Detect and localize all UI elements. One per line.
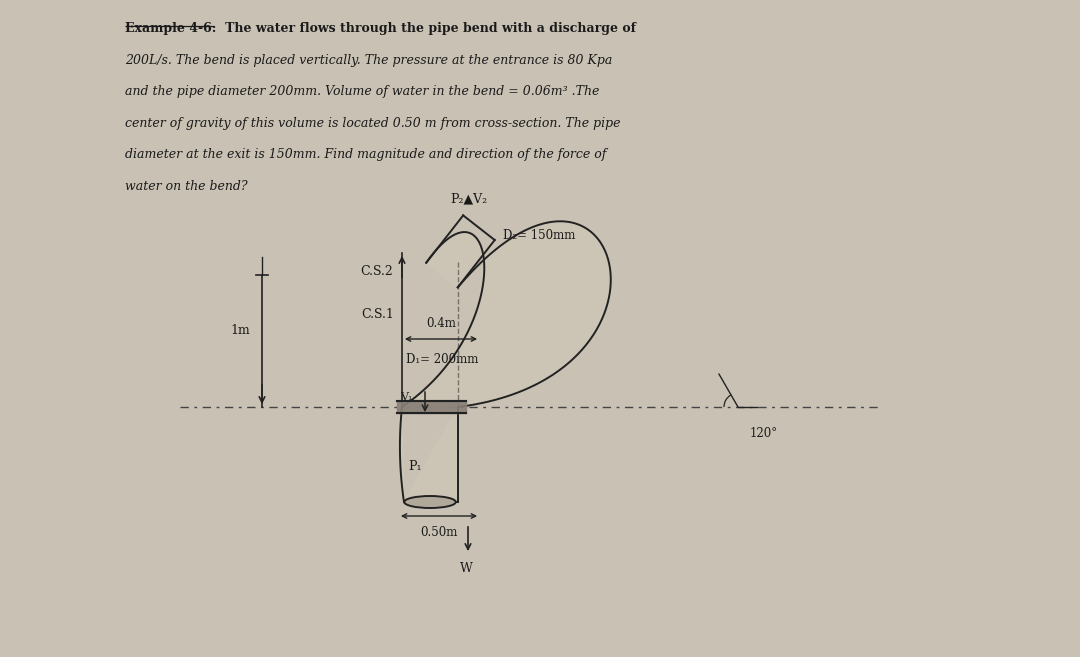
Text: W: W	[460, 562, 472, 575]
Text: 200L/s. The bend is placed vertically. The pressure at the entrance is 80 Kpa: 200L/s. The bend is placed vertically. T…	[125, 53, 612, 66]
Text: 0.50m: 0.50m	[420, 526, 458, 539]
Text: 120°: 120°	[750, 427, 778, 440]
Text: P₁: P₁	[408, 461, 421, 474]
Text: P₂▲V₂: P₂▲V₂	[450, 193, 487, 206]
Polygon shape	[400, 407, 458, 502]
Text: 0.4m: 0.4m	[427, 317, 456, 330]
Text: water on the bend?: water on the bend?	[125, 179, 247, 193]
Text: Example 4-6:  The water flows through the pipe bend with a discharge of: Example 4-6: The water flows through the…	[125, 22, 636, 35]
Text: 1m: 1m	[230, 325, 249, 338]
Text: center of gravity of this volume is located 0.50 m from cross-section. The pipe: center of gravity of this volume is loca…	[125, 116, 621, 129]
Text: C.S.1: C.S.1	[361, 309, 394, 321]
Ellipse shape	[404, 496, 456, 508]
Text: diameter at the exit is 150mm. Find magnitude and direction of the force of: diameter at the exit is 150mm. Find magn…	[125, 148, 606, 161]
Text: and the pipe diameter 200mm. Volume of water in the bend = 0.06m³ .The: and the pipe diameter 200mm. Volume of w…	[125, 85, 599, 98]
Text: D₂= 150mm: D₂= 150mm	[502, 229, 575, 242]
Text: C.S.2: C.S.2	[361, 265, 393, 278]
Polygon shape	[402, 221, 611, 407]
Text: D₁= 200mm: D₁= 200mm	[406, 353, 478, 366]
Text: V₁: V₁	[400, 392, 411, 402]
